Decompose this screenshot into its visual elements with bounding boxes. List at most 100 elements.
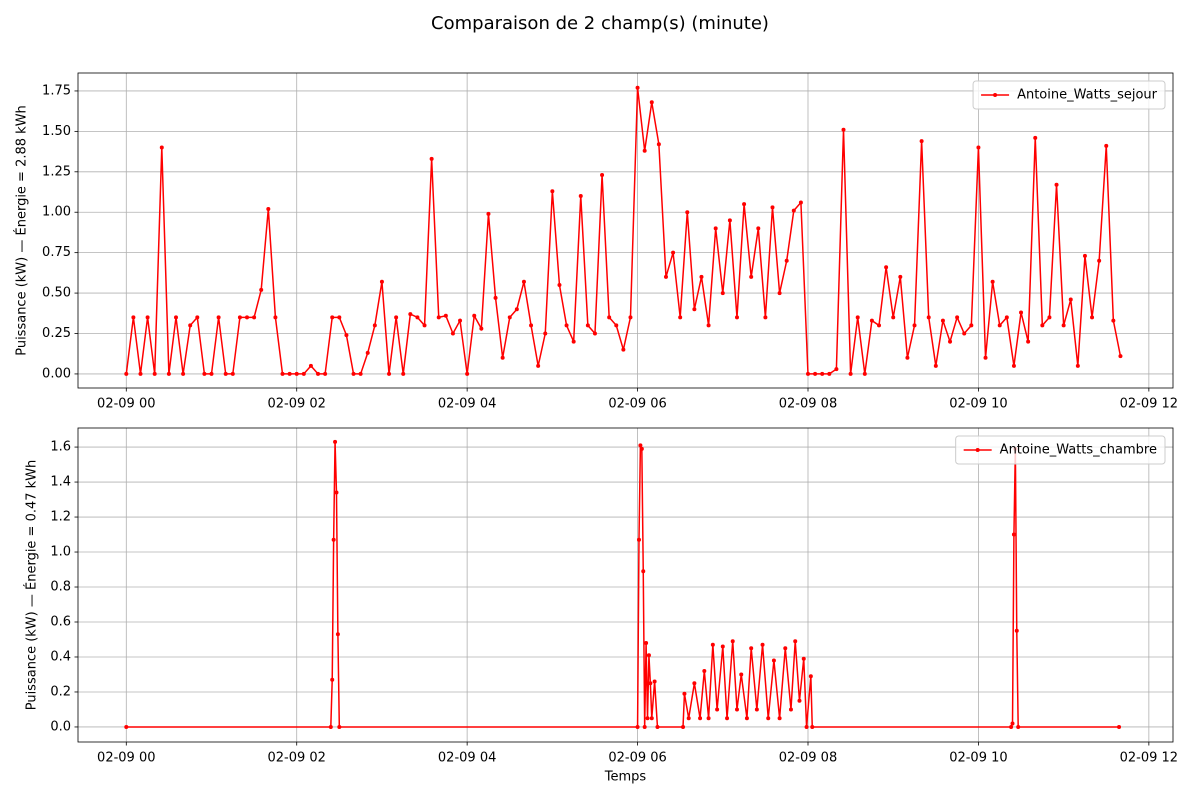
data-point	[328, 724, 333, 729]
data-point	[710, 642, 715, 647]
axes: 0.00 0.25 0.50 0.75 1.00 1.25 1.50 1.75 02-09 00…	[14, 72, 1178, 412]
data-point	[592, 331, 597, 336]
data-point	[727, 218, 732, 223]
legend-marker	[993, 93, 998, 97]
data-point	[124, 724, 129, 729]
data-point	[1097, 258, 1102, 263]
data-point	[1011, 363, 1016, 368]
data-point	[436, 315, 441, 320]
data-point	[706, 716, 711, 721]
data-point	[734, 707, 739, 712]
y-tick-label: 1.6	[50, 440, 71, 455]
data-point	[301, 371, 306, 376]
data-point	[628, 315, 633, 320]
data-point	[681, 724, 686, 729]
data-point	[754, 707, 759, 712]
data-point	[308, 363, 313, 368]
data-point	[1082, 253, 1087, 258]
data-point	[801, 656, 806, 661]
data-point	[798, 200, 803, 205]
data-point	[333, 439, 338, 444]
data-point	[692, 307, 697, 312]
data-point	[808, 674, 813, 679]
data-point	[335, 632, 340, 637]
data-point	[600, 173, 605, 178]
axes-frame	[77, 427, 1174, 743]
data-point	[607, 315, 612, 320]
data-point	[685, 210, 690, 215]
data-point	[884, 265, 889, 270]
data-point	[682, 691, 687, 696]
x-tick-label: 02-09 04	[438, 751, 496, 766]
data-point	[766, 716, 771, 721]
data-point	[862, 371, 867, 376]
data-point	[458, 318, 463, 323]
figure-title: Comparaison de 2 champ(s) (minute)	[431, 13, 769, 34]
y-tick-label: 0.0	[50, 719, 71, 734]
data-point	[715, 707, 720, 712]
data-point	[337, 724, 342, 729]
data-point	[316, 371, 321, 376]
data-point	[912, 323, 917, 328]
data-point	[855, 315, 860, 320]
x-tick-label: 02-09 06	[608, 397, 666, 412]
x-tick-label: 02-09 10	[949, 397, 1007, 412]
data-point	[784, 258, 789, 263]
y-tick-label: 1.75	[42, 83, 71, 98]
data-point	[543, 331, 548, 336]
data-point	[702, 668, 707, 673]
data-point	[638, 443, 643, 448]
data-point	[230, 371, 235, 376]
data-point	[976, 145, 981, 150]
data-point	[1014, 628, 1019, 633]
y-tick-label: 0.25	[42, 326, 71, 341]
axes: 0.0 0.2 0.4 0.6 0.8 1.0 1.2 1.4 1.6 02-09 00 02-09…	[24, 427, 1178, 785]
data-point	[749, 646, 754, 651]
data-point	[1019, 310, 1024, 315]
data-point	[749, 274, 754, 279]
axes-frame	[77, 72, 1174, 389]
data-point	[1111, 318, 1116, 323]
data-point	[1104, 143, 1109, 148]
data-point	[990, 279, 995, 284]
data-point	[877, 323, 882, 328]
data-point	[331, 537, 336, 542]
data-point	[323, 371, 328, 376]
data-point	[450, 331, 455, 336]
data-point	[252, 315, 257, 320]
y-tick-label: 0.75	[42, 245, 71, 260]
data-point	[337, 315, 342, 320]
data-point	[472, 313, 477, 318]
data-point	[216, 315, 221, 320]
y-tick-label: 0.50	[42, 286, 71, 301]
data-point	[280, 371, 285, 376]
data-point	[744, 716, 749, 721]
data-point	[641, 569, 646, 574]
data-point	[138, 371, 143, 376]
plot-area	[124, 439, 1122, 729]
data-point	[797, 698, 802, 703]
data-point	[933, 363, 938, 368]
data-point	[479, 326, 484, 331]
x-tick-label: 02-09 12	[1120, 751, 1178, 766]
data-point	[810, 724, 815, 729]
y-tick-label: 0.6	[50, 614, 71, 629]
data-point	[166, 371, 171, 376]
x-tick-label: 02-09 00	[97, 751, 155, 766]
data-point	[969, 323, 974, 328]
data-point	[649, 100, 654, 105]
data-point	[564, 323, 569, 328]
y-tick-label: 0.4	[50, 649, 71, 664]
y-tick-label: 0.00	[42, 366, 71, 381]
data-point	[465, 371, 470, 376]
data-point	[585, 323, 590, 328]
data-point	[739, 672, 744, 677]
y-tick-label: 1.4	[50, 475, 71, 490]
data-point	[429, 156, 434, 161]
data-point	[635, 85, 640, 90]
data-point	[131, 315, 136, 320]
data-point	[730, 639, 735, 644]
data-point	[841, 127, 846, 132]
